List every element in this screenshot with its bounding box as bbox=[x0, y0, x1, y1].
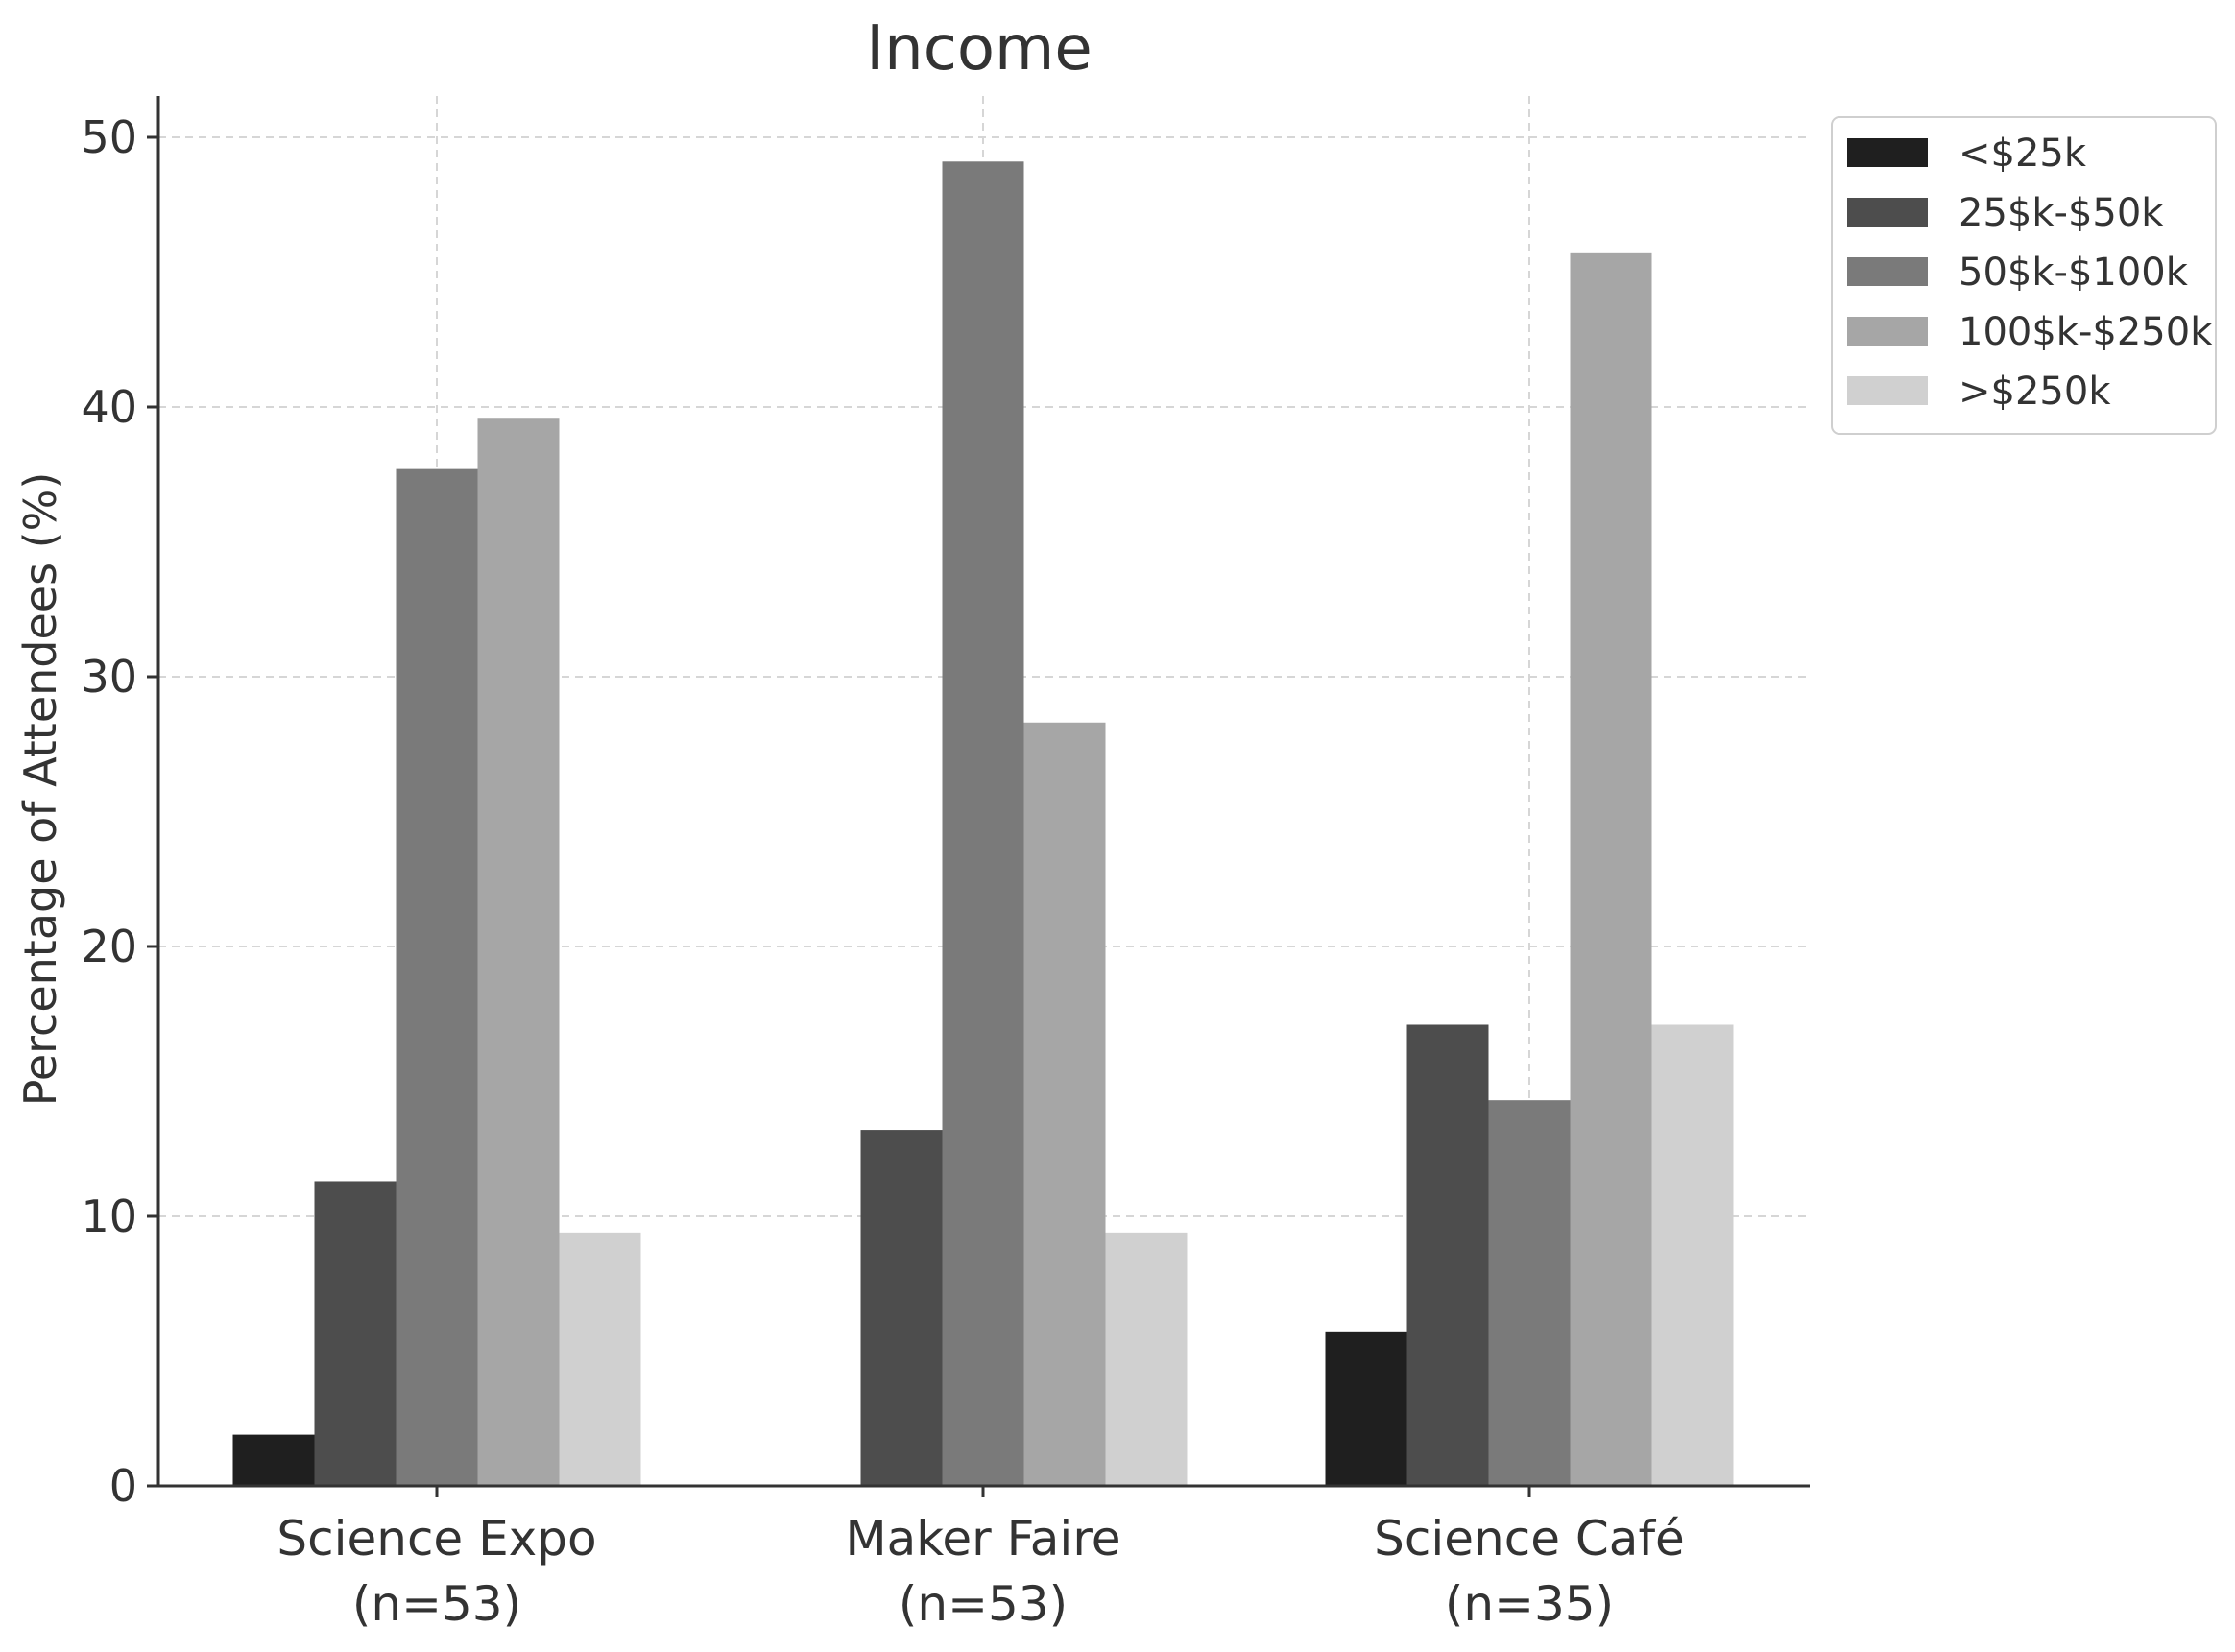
bar-0-0 bbox=[232, 1434, 315, 1486]
x-tick-label: Science Café bbox=[1374, 1511, 1685, 1567]
bar-2-4 bbox=[1651, 1024, 1734, 1486]
y-tick-label: 30 bbox=[81, 651, 137, 703]
y-tick-label: 40 bbox=[81, 381, 137, 433]
y-tick-label: 10 bbox=[81, 1190, 137, 1242]
legend-swatch bbox=[1847, 257, 1928, 286]
bar-0-2 bbox=[396, 468, 478, 1486]
x-tick-sample-size: (n=53) bbox=[899, 1576, 1068, 1632]
y-tick-label: 20 bbox=[81, 921, 137, 972]
y-tick-label: 50 bbox=[81, 111, 137, 163]
legend-label: 25$k-$50k bbox=[1959, 191, 2164, 235]
y-tick-labels: 0 10 20 30 40 50 bbox=[81, 111, 137, 1512]
bar-2-0 bbox=[1325, 1331, 1407, 1486]
x-tick-sample-size: (n=53) bbox=[352, 1576, 521, 1632]
bar-1-2 bbox=[942, 161, 1024, 1486]
legend-swatch bbox=[1847, 317, 1928, 346]
legend-label: 50$k-$100k bbox=[1959, 251, 2189, 295]
bar-0-1 bbox=[314, 1181, 397, 1486]
legend-swatch bbox=[1847, 198, 1928, 227]
bar-2-3 bbox=[1570, 252, 1652, 1487]
bar-2-2 bbox=[1488, 1100, 1571, 1486]
legend-label: >$250k bbox=[1959, 370, 2111, 414]
chart-title: Income bbox=[866, 13, 1093, 84]
legend-label: 100$k-$250k bbox=[1959, 310, 2213, 354]
bar-0-3 bbox=[477, 418, 560, 1486]
x-tick-sample-size: (n=35) bbox=[1445, 1576, 1614, 1632]
legend-frame bbox=[1831, 116, 2217, 435]
axes-layer bbox=[147, 96, 1810, 1497]
y-tick-label: 0 bbox=[109, 1460, 137, 1512]
legend-swatch bbox=[1847, 138, 1928, 167]
y-axis-label: Percentage of Attendees (%) bbox=[14, 472, 66, 1107]
bar-0-4 bbox=[559, 1232, 641, 1486]
legend: <$25k 25$k-$50k 50$k-$100k 100$k-$250k >$250… bbox=[1831, 116, 2217, 435]
bars-layer bbox=[232, 161, 1734, 1487]
bar-2-1 bbox=[1406, 1024, 1489, 1486]
legend-label: <$25k bbox=[1959, 132, 2087, 176]
bar-1-4 bbox=[1105, 1232, 1188, 1486]
x-tick-label: Maker Faire bbox=[845, 1511, 1120, 1567]
bar-1-3 bbox=[1023, 722, 1106, 1486]
x-tick-labels: Science Expo (n=53) Maker Faire (n=53) Scien… bbox=[276, 1511, 1684, 1632]
x-tick-label: Science Expo bbox=[276, 1511, 596, 1567]
bar-1-1 bbox=[860, 1130, 943, 1486]
legend-swatch bbox=[1847, 376, 1928, 405]
